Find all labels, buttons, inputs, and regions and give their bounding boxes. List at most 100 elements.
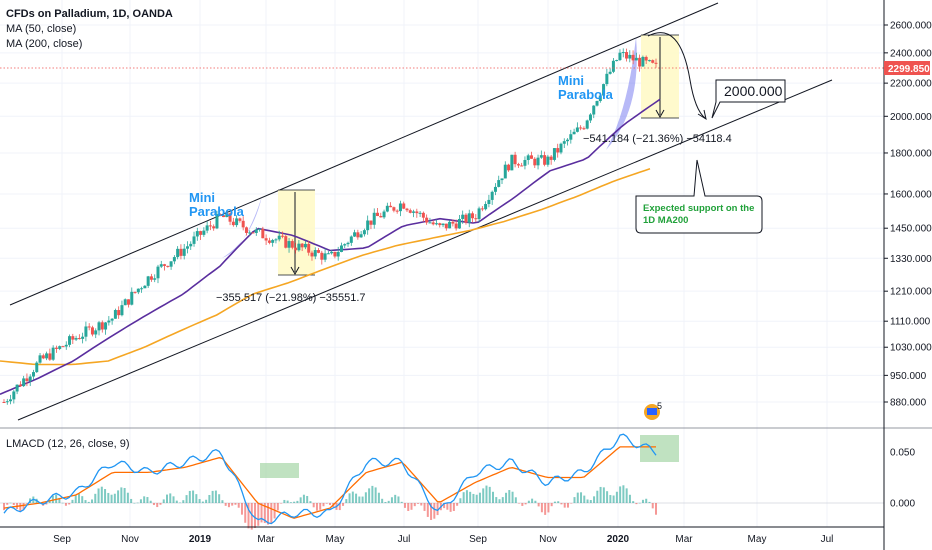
candle-body <box>25 378 29 382</box>
macd-histogram-bar <box>296 500 299 503</box>
candle-body <box>634 57 638 61</box>
macd-histogram-bar <box>417 503 420 504</box>
candle-body <box>471 213 475 219</box>
macd-histogram-bar <box>433 503 436 519</box>
candle-body <box>421 212 425 218</box>
macd-histogram-bar <box>270 503 273 524</box>
macd-axis[interactable]: 0.050 0.000 <box>890 448 915 510</box>
macd-histogram-bar <box>446 503 449 510</box>
macd-histogram-bar <box>521 503 524 506</box>
macd-histogram-bar <box>527 500 530 503</box>
macd-histogram-bar <box>436 503 439 516</box>
macd-histogram-bar <box>351 491 354 503</box>
candle-body <box>297 243 301 251</box>
macd-histogram-bar <box>100 486 103 503</box>
macd-histogram-bar <box>557 501 560 503</box>
time-tick-label: May <box>748 534 767 545</box>
macd-histogram-bar <box>459 498 462 503</box>
candlesticks <box>2 48 658 405</box>
candle-body <box>464 214 468 223</box>
candle-body <box>248 232 252 234</box>
candle-body <box>625 52 629 59</box>
macd-histogram-bar <box>583 495 586 503</box>
macd-histogram-bar <box>237 503 240 508</box>
candle-body <box>382 211 386 218</box>
candle-body <box>212 226 216 229</box>
candle-body <box>179 248 183 256</box>
support-label-line2: 1D MA200 <box>643 215 688 226</box>
macd-histogram-bar <box>622 485 625 503</box>
macd-histogram-bar <box>580 492 583 503</box>
macd-histogram-bar <box>211 490 214 503</box>
macd-histogram-bar <box>420 503 423 506</box>
macd-histogram-bar <box>218 494 221 503</box>
ma200-line <box>0 168 651 366</box>
price-axis[interactable]: 2600.000 2400.000 2200.000 2000.000 1800.000… <box>884 21 932 409</box>
candle-body <box>493 186 497 192</box>
macd-histogram-bar <box>159 503 162 505</box>
candle-body <box>61 346 65 348</box>
candle-body <box>546 156 550 165</box>
candle-body <box>592 105 596 115</box>
candle-body <box>536 157 540 166</box>
macd-histogram-bar <box>286 500 289 503</box>
macd-histogram-bar <box>423 503 426 511</box>
candle-body <box>271 240 275 243</box>
candle-body <box>251 232 255 234</box>
time-axis[interactable]: Sep Nov 2019 Mar May Jul Sep Nov 2020 Mar May Jul <box>53 534 833 545</box>
macd-histogram-bar <box>355 493 358 503</box>
ma200-legend[interactable]: MA (200, close) <box>6 38 83 50</box>
macd-histogram-bar <box>482 488 485 503</box>
macd-histogram-bar <box>267 503 270 525</box>
macd-histogram-bar <box>139 499 142 503</box>
candle-body <box>235 218 239 226</box>
macd-histogram-bar <box>221 500 224 503</box>
candle-body <box>182 248 186 256</box>
macd-histogram-bar <box>117 490 120 503</box>
candle-body <box>133 291 137 293</box>
time-tick-label: Jul <box>398 534 411 545</box>
candle-body <box>185 246 189 249</box>
candle-body <box>526 155 530 161</box>
macd-legend[interactable]: LMACD (12, 26, close, 9) <box>6 437 130 452</box>
ma50-legend[interactable]: MA (50, close) <box>6 23 77 35</box>
candle-body <box>38 355 42 363</box>
candle-body <box>598 95 602 102</box>
candle-body <box>549 156 553 160</box>
macd-histogram-bar <box>192 490 195 503</box>
candle-body <box>392 207 396 211</box>
candle-body <box>163 264 167 266</box>
macd-histogram-bar <box>596 490 599 503</box>
macd-histogram-bar <box>319 503 322 510</box>
candle-body <box>654 62 658 64</box>
macd-histogram-bar <box>413 503 416 507</box>
support-label-line1: Expected support on the <box>643 203 754 214</box>
macd-histogram-bar <box>501 497 504 503</box>
macd-histogram-bar <box>612 495 615 503</box>
macd-histogram-bar <box>495 497 498 503</box>
symbol-title[interactable]: CFDs on Palladium, 1D, OANDA <box>6 8 173 20</box>
candle-body <box>77 338 81 340</box>
candle-body <box>575 127 579 132</box>
candle-body <box>566 139 570 142</box>
candle-body <box>379 216 383 218</box>
macd-histogram-bar <box>651 503 654 509</box>
time-tick-label: Mar <box>257 534 275 545</box>
macd-histogram-bar <box>615 491 618 503</box>
macd-histogram-bar <box>104 489 107 503</box>
candle-body <box>559 143 563 153</box>
candle-body <box>238 218 242 221</box>
candle-body <box>231 221 235 226</box>
candle-body <box>287 241 291 248</box>
events-badge[interactable]: 5 <box>644 401 662 420</box>
candle-body <box>54 347 58 349</box>
candle-body <box>333 251 337 257</box>
macd-histogram-bar <box>198 499 201 503</box>
macd-histogram-bar <box>126 492 129 503</box>
time-tick-label: Nov <box>121 534 139 545</box>
macd-histogram-bar <box>537 503 540 507</box>
candle-body <box>258 228 262 230</box>
candle-body <box>405 208 409 211</box>
macd-histogram-bar <box>655 503 657 515</box>
